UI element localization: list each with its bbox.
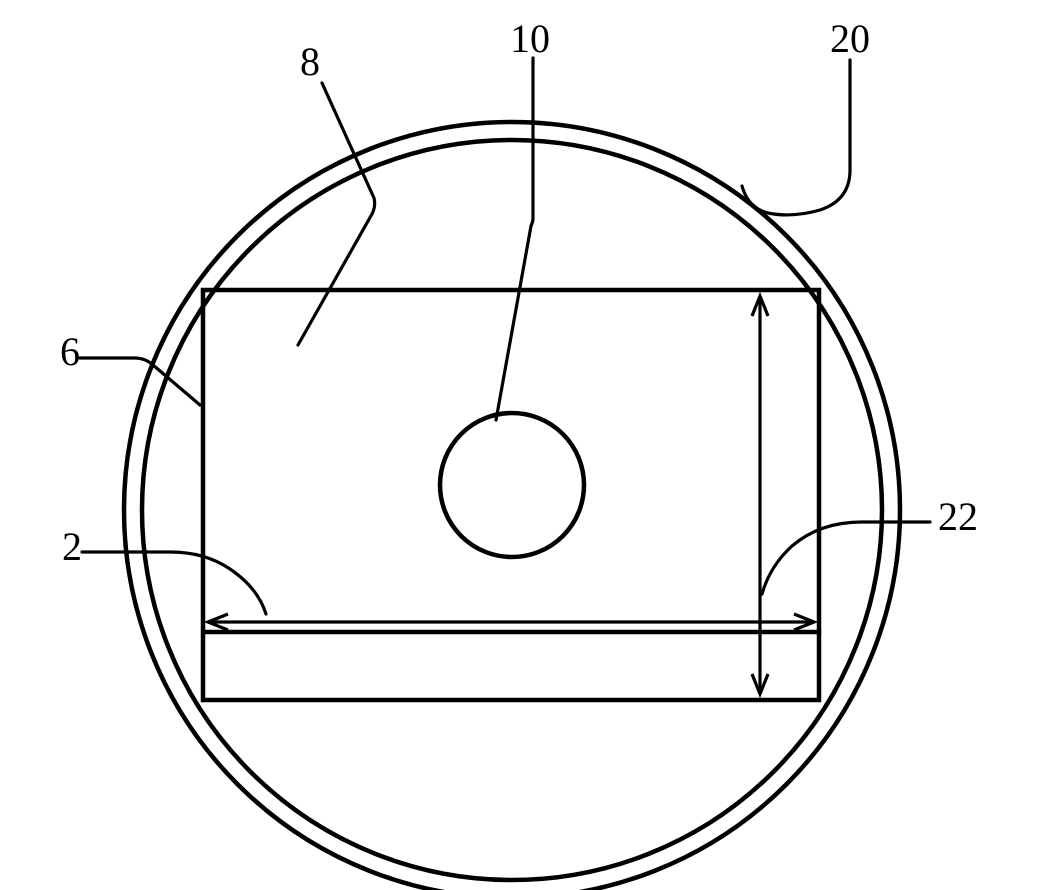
dim-vertical <box>752 296 768 694</box>
rectangle <box>203 290 819 700</box>
dim-horizontal <box>208 614 814 630</box>
leader-l8 <box>298 83 375 345</box>
center-hole <box>440 413 584 557</box>
label-l10: 10 <box>510 16 550 61</box>
label-l2: 2 <box>62 524 82 569</box>
label-l6: 6 <box>60 329 80 374</box>
leader-l20 <box>742 60 850 215</box>
outer-circle <box>124 122 900 890</box>
label-l20: 20 <box>830 16 870 61</box>
leader-l10 <box>496 58 533 420</box>
leader-l22 <box>762 522 930 594</box>
label-l8: 8 <box>300 39 320 84</box>
technical-diagram: 810206222 <box>0 0 1044 890</box>
inner-circle <box>142 140 882 880</box>
label-l22: 22 <box>938 494 978 539</box>
leader-l2 <box>82 552 266 614</box>
